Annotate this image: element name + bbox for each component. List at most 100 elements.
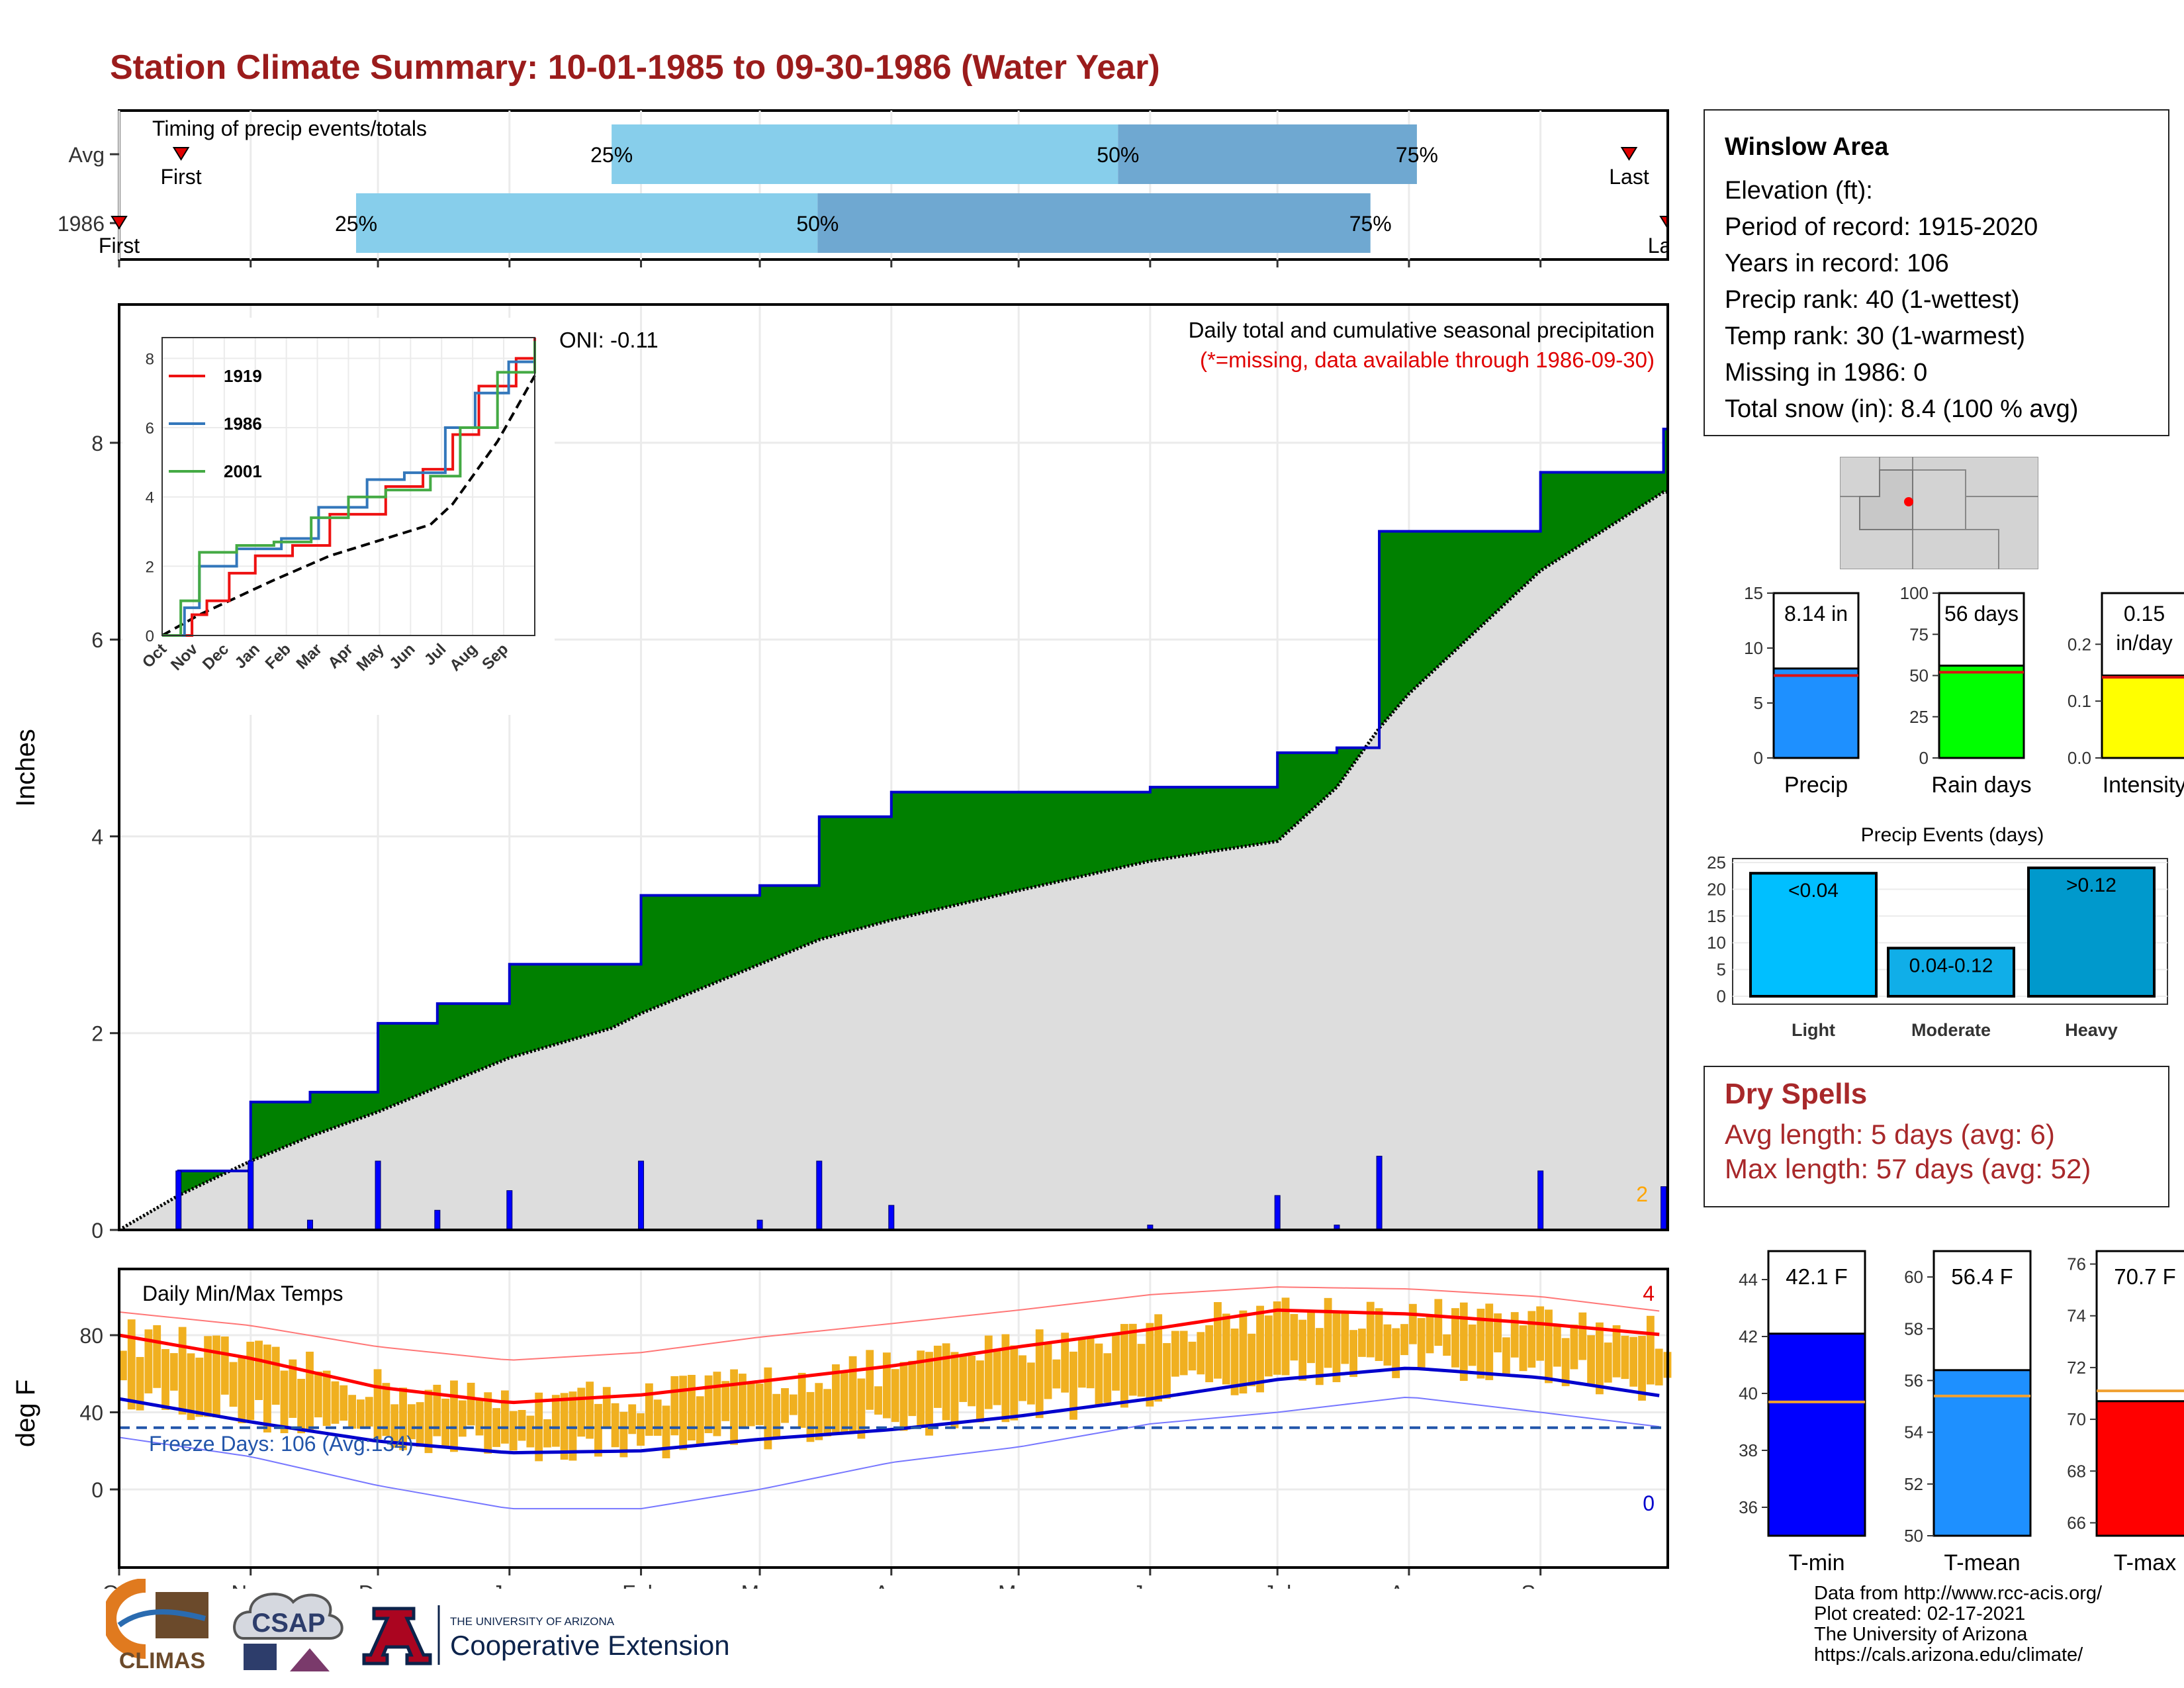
daily-temp-bar [526,1415,535,1448]
daily-temp-bar [1256,1305,1264,1393]
daily-temp-bar [1128,1323,1137,1396]
tgauge-tick-label: 72 [2067,1358,2086,1378]
tgauge-tick-label: 76 [2067,1254,2086,1274]
daily-temp-bar [1468,1324,1477,1366]
inset-series-line [162,338,536,637]
gauge-tick-label: 5 [1754,693,1763,713]
temp-xtick-label: Apr [874,1581,908,1589]
temp-ytick-label: 0 [91,1478,103,1502]
record-max-line [118,1286,1660,1361]
daily-temp-bar [458,1400,467,1437]
cumulative-precip-area [119,429,1668,1230]
events-category: Heavy [2065,1020,2118,1040]
daily-temp-bar [306,1351,314,1430]
daily-temp-bar [169,1353,178,1391]
daily-temp-bar [1494,1313,1502,1352]
csap-logo-graphic: CSAP [233,1593,343,1671]
daily-temp-bar [993,1350,1001,1405]
avg-min-line [118,1366,1660,1455]
daily-temp-bar [1315,1328,1324,1385]
daily-temp-bar [1646,1315,1655,1385]
first-marker [172,147,190,161]
events-bar-label: >0.12 [2066,874,2116,896]
tgauge-bar [1767,1333,1866,1537]
station-name: Winslow Area [1725,133,1889,161]
tgauge-name: T-min [1789,1550,1845,1575]
daily-temp-bar [645,1383,653,1436]
daily-precip-bar [175,1170,182,1231]
timing-row-label: 1986 [58,212,105,236]
daily-temp-bar [874,1386,882,1415]
daily-temp-bar [1383,1324,1392,1366]
daily-temp-bar [1561,1338,1570,1387]
gauge-tick-label: 0 [1919,748,1929,768]
daily-precip-bar [756,1219,763,1231]
daily-temp-bar [815,1383,823,1440]
timing-bar-q3 [1118,124,1417,184]
daily-temp-bar [1214,1302,1222,1379]
gauge-value-label: 0.15 [2124,602,2165,626]
daily-temp-bar [551,1395,560,1447]
daily-temp-bar [653,1399,662,1436]
climas-logo-text: CLIMAS [119,1648,205,1673]
inset-ytick-label: 4 [146,489,154,507]
daily-temp-bar [704,1375,713,1434]
daily-temp-bar [1035,1329,1044,1419]
events-category: Moderate [1911,1020,1991,1040]
daily-temp-bar [178,1327,187,1415]
precip-ytick-label: 8 [91,432,103,455]
daily-temp-bar [1103,1353,1112,1403]
first-label: First [160,165,201,189]
daily-temp-bar [246,1341,255,1421]
daily-temp-bar [1375,1308,1383,1361]
inset-ytick-label: 0 [146,628,154,645]
daily-temp-bar [467,1382,475,1426]
daily-temp-bar [229,1362,238,1407]
tgauge-tick-label: 60 [1904,1267,1923,1287]
temp-xtick-label: Feb [622,1581,660,1589]
gauge-name: Intensity [2103,773,2184,798]
daily-temp-bar [119,1350,127,1381]
page-title: Station Climate Summary: 10-01-1985 to 0… [110,48,1160,87]
tgauge-tick-label: 52 [1904,1474,1923,1494]
daily-temp-bar [1629,1336,1638,1387]
precip-subtitle: (*=missing, data available through 1986-… [1200,348,1655,372]
daily-temp-bar [1341,1313,1349,1364]
station-snow: Total snow (in): 8.4 (100 % avg) [1725,395,2079,423]
events-bar [1887,947,2015,998]
daily-precip-bar [375,1160,381,1231]
timing-clip [1669,111,1694,259]
daily-temp-bar [1408,1303,1417,1344]
dry-spells-avg: Avg length: 5 days (avg: 6) [1725,1119,2055,1150]
record-min-line [118,1396,1660,1510]
daily-temp-bar [1621,1335,1629,1380]
daily-temp-bar [187,1353,195,1421]
daily-temp-bar [662,1405,670,1459]
daily-temp-bar [1587,1335,1596,1385]
daily-temp-bar [670,1376,679,1436]
precip-events-chart: Precip Events (days) 0 5 10 15 20 25 <0.04 Light… [1707,824,2168,1040]
events-title: Precip Events (days) [1861,824,2044,846]
daily-temp-bar [373,1369,382,1440]
daily-temp-bar [263,1344,271,1433]
daily-temp-bar [933,1345,942,1408]
daily-temp-bar [1638,1336,1646,1401]
events-ytick-label: 5 [1717,960,1726,980]
daily-precip-bar [816,1160,823,1231]
temp-xtick-label: Mar [741,1581,779,1589]
events-category: Light [1792,1020,1835,1040]
daily-temp-bar [509,1411,518,1451]
daily-temp-bar [407,1404,416,1440]
daily-temp-bar [1545,1309,1553,1383]
events-ytick-label: 15 [1707,906,1726,926]
daily-precip-bar [506,1190,513,1231]
gauge-name: Precip [1784,773,1848,798]
timing-p50-label: 50% [796,212,839,236]
credits: Data from http://www.rcc-acis.org/ Plot … [1814,1583,2102,1665]
daily-temp-bar [280,1370,289,1434]
daily-temp-bar [484,1392,492,1454]
timing-p75-label: 75% [1349,212,1392,236]
daily-temp-bar [747,1383,755,1427]
avg-cumulative-area [119,492,1668,1230]
events-ytick-label: 10 [1707,933,1726,953]
